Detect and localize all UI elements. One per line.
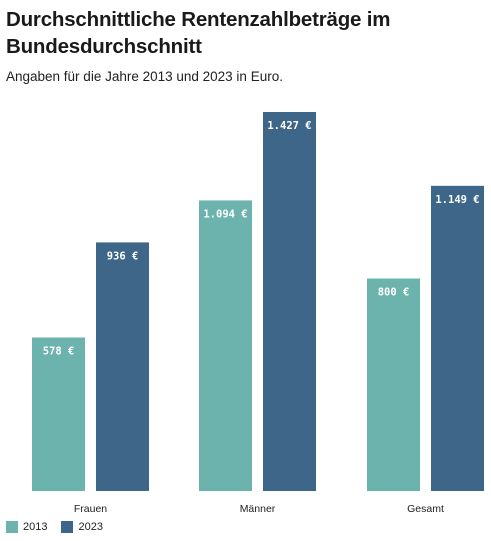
chart-subtitle: Angaben für die Jahre 2013 und 2023 in E…: [6, 69, 283, 84]
data-label-2023-frauen: 936 €: [107, 250, 139, 262]
data-label-2013-männer: 1.094 €: [203, 208, 247, 220]
bar-2013-männer: [199, 200, 252, 491]
legend-swatch-2023: [61, 521, 74, 533]
data-label-2023-männer: 1.427 €: [267, 120, 311, 132]
data-label-2013-frauen: 578 €: [43, 345, 75, 357]
data-label-2013-gesamt: 800 €: [378, 287, 410, 299]
legend: 2013 2023: [6, 521, 117, 533]
x-tick-label-männer: Männer: [240, 503, 276, 515]
legend-label-2013: 2013: [23, 521, 48, 533]
bar-2023-männer: [263, 112, 316, 491]
bar-2023-gesamt: [431, 185, 484, 491]
chart-title: Durchschnittliche Rentenzahlbeträge im B…: [6, 8, 391, 58]
bar-2013-gesamt: [367, 278, 420, 491]
legend-item-2013: 2013: [6, 521, 47, 533]
bar-2013-frauen: [32, 337, 85, 491]
data-label-2023-gesamt: 1.149 €: [435, 194, 479, 206]
x-tick-label-frauen: Frauen: [74, 503, 107, 515]
legend-label-2023: 2023: [78, 521, 103, 533]
legend-item-2023: 2023: [61, 521, 103, 533]
legend-swatch-2013: [6, 521, 18, 533]
bar-2023-frauen: [96, 242, 149, 491]
x-tick-label-gesamt: Gesamt: [407, 503, 444, 515]
